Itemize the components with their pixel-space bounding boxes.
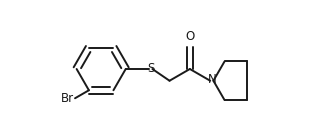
Text: S: S	[147, 63, 155, 75]
Text: N: N	[208, 73, 216, 86]
Text: Br: Br	[61, 92, 74, 105]
Text: O: O	[185, 30, 194, 43]
